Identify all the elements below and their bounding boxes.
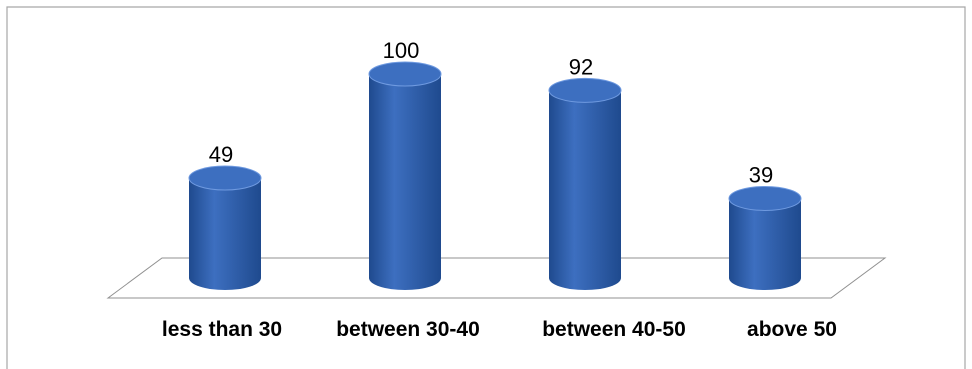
cylinder-bar [188, 165, 262, 290]
category-label: between 30-40 [336, 318, 480, 341]
data-label: 49 [209, 142, 233, 167]
cylinder-top [368, 61, 442, 87]
cylinder-top [188, 165, 262, 191]
cylinder-body [369, 74, 441, 290]
data-label: 92 [569, 54, 593, 79]
cylinder-top [548, 77, 622, 103]
cylinder-top [728, 185, 802, 211]
cylinder-bar [548, 77, 622, 290]
chart-border [6, 6, 966, 369]
data-labels-group: 49 100 92 39 [209, 38, 773, 187]
data-label: 100 [383, 38, 420, 63]
cylinder-body [549, 90, 621, 290]
chart-floor [106, 257, 887, 299]
category-label: less than 30 [162, 318, 282, 341]
cylinder-bar [728, 185, 802, 290]
category-label: above 50 [747, 318, 837, 341]
category-labels-group: less than 30 between 30-40 between 40-50 ab… [162, 318, 837, 341]
data-label: 39 [749, 162, 773, 187]
cylinder-body [189, 178, 261, 290]
cylinder-bar [368, 61, 442, 290]
bars-group [188, 61, 802, 290]
cylinder-body [729, 198, 801, 290]
category-label: between 40-50 [542, 318, 686, 341]
